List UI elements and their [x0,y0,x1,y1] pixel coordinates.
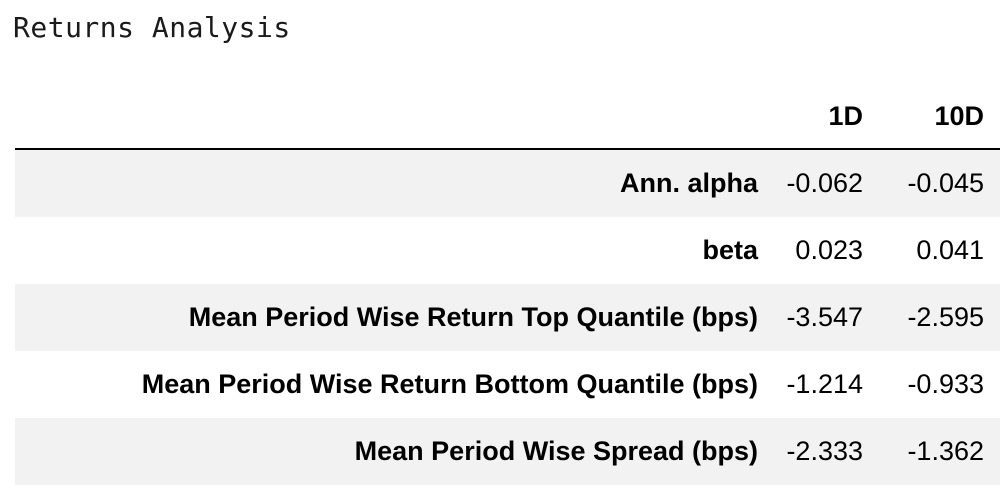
row-label: beta [702,235,758,265]
cell-value-1d: -3.547 [758,284,879,351]
table-row: Mean Period Wise Spread (bps) -2.333 -1.… [15,418,1000,485]
cell-value-10d: -0.933 [907,369,984,399]
table-row: beta 0.023 0.041 [15,217,1000,284]
table-row: Mean Period Wise Return Bottom Quantile … [15,351,1000,418]
cell-value-1d: 0.023 [795,235,863,265]
column-header-10d: 10D [879,84,1000,150]
table-header-row: 1D 10D [15,84,1000,150]
cell-value-1d: -2.333 [758,418,879,485]
row-label: Mean Period Wise Spread (bps) [15,418,758,485]
table-row: Ann. alpha -0.062 -0.045 [15,149,1000,217]
row-label: Mean Period Wise Return Bottom Quantile … [141,369,758,399]
column-header-1d: 1D [758,84,879,150]
page-title: Returns Analysis [13,11,291,44]
cell-value-1d: -0.062 [758,149,879,217]
table-row: Mean Period Wise Return Top Quantile (bp… [15,284,1000,351]
cell-value-10d: -1.362 [879,418,1000,485]
returns-analysis-table: 1D 10D Ann. alpha -0.062 -0.045 beta 0.0… [15,84,1000,485]
cell-value-10d: -0.045 [879,149,1000,217]
cell-value-1d: -1.214 [786,369,863,399]
column-header-index [15,84,758,150]
row-label: Ann. alpha [15,149,758,217]
cell-value-10d: 0.041 [916,235,984,265]
row-label: Mean Period Wise Return Top Quantile (bp… [15,284,758,351]
cell-value-10d: -2.595 [879,284,1000,351]
